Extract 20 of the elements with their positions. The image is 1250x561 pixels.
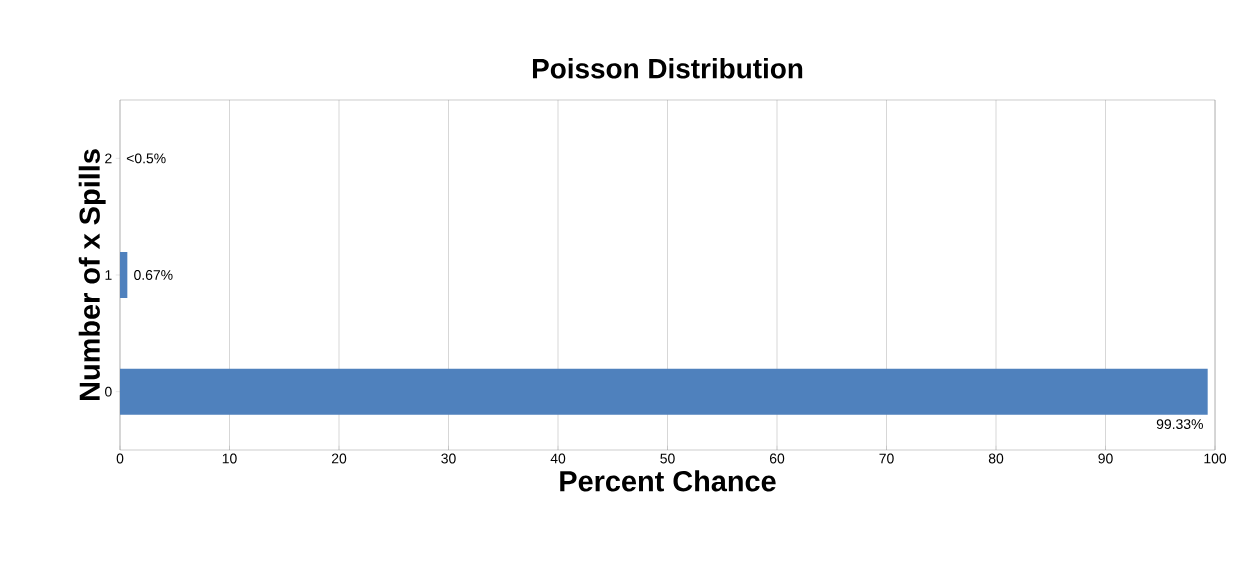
x-axis-title: Percent Chance: [560, 470, 776, 492]
x-tick-label: 70: [879, 453, 894, 464]
x-tick-label: 10: [222, 453, 237, 464]
x-tick-label: 0: [116, 453, 124, 464]
data-label: <0.5%: [126, 153, 166, 164]
x-tick-label: 60: [769, 453, 785, 464]
data-label: 0.67%: [134, 270, 173, 280]
x-tick-label: 40: [550, 453, 566, 464]
x-tick-label: 100: [1204, 453, 1227, 464]
x-tick-label: 50: [660, 453, 675, 464]
y-axis-title: Number of x Spills: [78, 149, 106, 400]
x-tick-label: 20: [331, 453, 347, 464]
x-tick-label: 80: [988, 453, 1004, 464]
chart-title: Poisson Distribution: [532, 58, 803, 79]
x-tick-label: 30: [441, 453, 456, 464]
y-tick-label: 1: [105, 270, 112, 280]
y-tick-label: 2: [105, 153, 112, 164]
data-label: 99.33%: [1156, 419, 1203, 430]
y-tick-label: 0: [105, 386, 112, 397]
x-tick-label: 90: [1098, 453, 1113, 464]
